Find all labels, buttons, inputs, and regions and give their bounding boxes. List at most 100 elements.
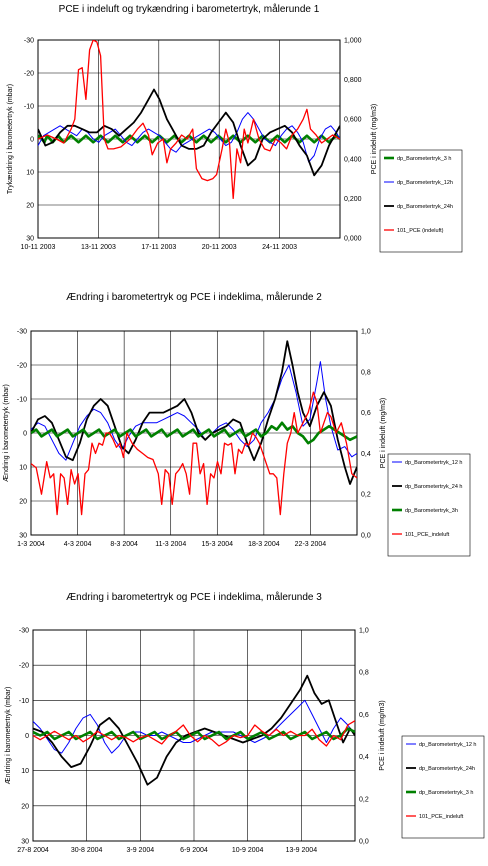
x-tick-label: 22-3 2004 <box>295 541 327 548</box>
legend-label: dp_Barometertryk_24 h <box>405 484 462 490</box>
x-tick-label: 8-3 2004 <box>110 541 138 548</box>
series-line-3 <box>31 421 357 445</box>
y2-tick-label: 0,6 <box>361 410 371 417</box>
y-tick-label: 30 <box>21 839 29 846</box>
y2-axis-label: PCE i indeluft (mg/m3) <box>371 104 378 174</box>
y-tick-label: 0 <box>30 137 34 144</box>
y-tick-label: 0 <box>23 431 27 438</box>
series-line-3 <box>38 88 340 177</box>
legend-label: dp_Barometertryk_3 h <box>397 156 451 162</box>
y-tick-label: -30 <box>24 38 34 45</box>
legend-box <box>379 149 463 253</box>
chart-2: Ændring i barometertryk og PCE i indekli… <box>3 291 471 557</box>
legend-label: dp_Barometertryk_3 h <box>419 790 473 796</box>
x-tick-label: 15-3 2004 <box>202 541 234 548</box>
series-line-4 <box>38 40 340 200</box>
y2-axis-label: PCE i indeluft (mg/m3) <box>379 700 386 770</box>
x-tick-label: 24-11 2003 <box>262 244 297 251</box>
legend-label: dp_Barometertryk_12h <box>397 180 453 186</box>
legend: dp_Barometertryk_3 h dp_Barometertryk_12h… <box>379 149 463 253</box>
x-tick-label: 6-9 2004 <box>180 847 208 854</box>
y2-tick-label: 0,4 <box>359 754 369 761</box>
series-line-4 <box>33 720 355 747</box>
legend-box <box>387 453 471 557</box>
series-layer <box>38 40 340 200</box>
y-tick-label: 10 <box>26 170 34 177</box>
x-tick-label: 27-8 2004 <box>17 847 49 854</box>
y-tick-label: 20 <box>21 803 29 810</box>
series-layer <box>31 340 357 516</box>
y-tick-label: 0 <box>25 733 29 740</box>
legend-box <box>401 735 485 839</box>
y-tick-label: 30 <box>19 533 27 540</box>
series-line-1 <box>31 361 357 461</box>
legend-label: 101_PCE_indeluft <box>419 814 464 820</box>
x-tick-label: 18-3 2004 <box>248 541 280 548</box>
x-tick-label: 3-9 2004 <box>127 847 155 854</box>
y2-tick-label: 0,8 <box>361 369 371 376</box>
x-tick-label: 17-11 2003 <box>141 244 176 251</box>
y2-tick-label: 0,0 <box>359 839 369 846</box>
series-layer <box>33 674 355 786</box>
legend-label: dp_Barometertryk_3h <box>405 508 458 514</box>
y-tick-label: 20 <box>26 203 34 210</box>
y2-tick-label: 0,4 <box>361 451 371 458</box>
y-tick-label: -20 <box>24 71 34 78</box>
y-axis-label: Ændring i barometertryk (mbar) <box>3 384 10 482</box>
y2-tick-label: 1,0 <box>359 628 369 635</box>
x-tick-label: 1-3 2004 <box>17 541 45 548</box>
chart-title: Ændring i barometertryk og PCE i indekli… <box>66 591 322 603</box>
series-line-4 <box>31 391 357 516</box>
y2-tick-label: 0,000 <box>344 236 362 243</box>
y-tick-label: 10 <box>19 465 27 472</box>
series-line-1 <box>33 699 355 754</box>
y-tick-label: 20 <box>19 499 27 506</box>
legend-label: dp_Barometertryk_12 h <box>405 460 462 466</box>
y2-tick-label: 0,400 <box>344 156 362 163</box>
y2-tick-label: 0,0 <box>361 533 371 540</box>
y2-tick-label: 1,0 <box>361 329 371 336</box>
y2-tick-label: 0,2 <box>361 492 371 499</box>
y2-tick-label: 0,600 <box>344 117 362 124</box>
legend-label: dp_Barometertryk_12 h <box>419 742 476 748</box>
y-tick-label: 10 <box>21 768 29 775</box>
chart-3: Ændring i barometertryk og PCE i indekli… <box>5 591 485 854</box>
y-tick-label: 30 <box>26 236 34 243</box>
y-tick-label: -30 <box>17 329 27 336</box>
chart-1: PCE i indeluft og trykændring i baromete… <box>7 3 463 253</box>
y-tick-label: -20 <box>17 363 27 370</box>
x-tick-label: 13-11 2003 <box>81 244 116 251</box>
y-axis-label: Trykændring i barometertryk (mbar) <box>7 84 14 194</box>
y2-tick-label: 0,6 <box>359 712 369 719</box>
y2-axis-label: PCE i indeluft (mg/m3) <box>380 398 387 468</box>
y-tick-label: -10 <box>17 397 27 404</box>
legend: dp_Barometertryk_12 h dp_Barometertryk_24… <box>401 735 485 839</box>
legend-label: dp_Barometertryk_24h <box>397 204 453 210</box>
x-tick-label: 4-3 2004 <box>64 541 92 548</box>
legend: dp_Barometertryk_12 h dp_Barometertryk_24… <box>387 453 471 557</box>
legend-label: 101_PCE_indeluft <box>405 532 450 538</box>
y-tick-label: -20 <box>19 663 29 670</box>
x-tick-label: 11-3 2004 <box>155 541 186 548</box>
x-tick-label: 30-8 2004 <box>71 847 103 854</box>
series-line-2 <box>38 112 340 163</box>
legend-label: dp_Barometertryk_24h <box>419 766 475 772</box>
series-line-2 <box>31 340 357 485</box>
y2-tick-label: 1,000 <box>344 38 362 45</box>
x-tick-label: 10-11 2003 <box>21 244 56 251</box>
y-tick-label: -30 <box>19 628 29 635</box>
series-line-1 <box>38 134 340 144</box>
y-tick-label: -10 <box>19 698 29 705</box>
x-tick-label: 20-11 2003 <box>202 244 237 251</box>
y2-tick-label: 0,200 <box>344 196 362 203</box>
y2-tick-label: 0,8 <box>359 670 369 677</box>
y2-tick-label: 0,800 <box>344 77 362 84</box>
series-line-3 <box>33 727 355 741</box>
x-tick-label: 10-9 2004 <box>232 847 264 854</box>
x-tick-label: 13-9 2004 <box>286 847 318 854</box>
y-tick-label: -10 <box>24 104 34 111</box>
y-axis-label: Ændring i barometertryk (mbar) <box>5 687 12 785</box>
series-line-2 <box>33 674 355 786</box>
